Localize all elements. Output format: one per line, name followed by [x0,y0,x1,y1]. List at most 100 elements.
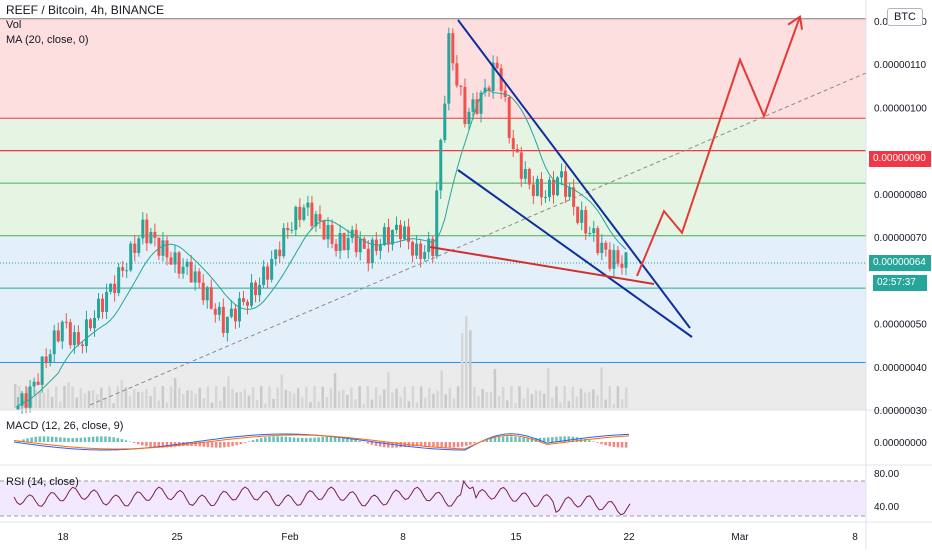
time-axis-tick: Feb [281,532,299,543]
candle-body [471,99,474,112]
price-axis-tick: 0.00000100 [874,103,927,114]
macd-histogram-bar [219,442,222,448]
candle-body [97,299,100,318]
macd-histogram-bar [293,438,296,442]
volume-bar [559,402,562,408]
macd-legend[interactable]: MACD (12, 26, close, 9) [6,420,123,432]
volume-bar [174,378,177,408]
price-axis-tick: 0.00000040 [874,363,927,374]
candle-body [564,171,567,197]
macd-histogram-bar [39,436,42,442]
macd-histogram-bar [596,442,599,443]
macd-histogram-bar [358,441,361,442]
volume-bar [268,386,271,408]
volume-bar [149,396,152,408]
macd-histogram-bar [465,442,468,446]
candle-body [604,243,607,250]
volume-bar [408,401,411,408]
volume-bar [617,386,620,408]
candle-body [423,252,426,259]
candle-body [552,180,555,195]
candle-body [61,322,64,342]
volume-bar [145,389,148,408]
candle-body [161,240,164,255]
candle-body [310,203,313,226]
volume-bar [301,397,304,408]
macd-histogram-bar [92,437,95,442]
candle-body [435,190,438,256]
volume-legend[interactable]: Vol [6,19,21,31]
candle-body [576,207,579,223]
volume-bar [231,389,234,408]
volume-bar [379,395,382,408]
macd-histogram-bar [133,442,136,443]
volume-bar [137,392,140,408]
volume-bar [502,387,505,408]
volume-bar [592,389,595,408]
volume-bar [473,387,476,408]
volume-bar [498,396,501,408]
price-axis-tick: 0.00000050 [874,320,927,331]
time-axis-tick: 18 [57,532,69,543]
volume-bar [260,386,263,408]
volume-bar [215,386,218,408]
volume-bar [121,380,124,408]
candle-body [403,227,406,240]
macd-histogram-bar [47,436,50,442]
volume-bar [342,390,345,408]
volume-bar [596,395,599,408]
candle-body [153,232,156,238]
macd-histogram-bar [436,442,439,447]
symbol-title[interactable]: REEF / Bitcoin, 4h, BINANCE [6,3,164,17]
currency-badge[interactable]: BTC [887,8,923,26]
macd-histogram-bar [547,437,550,442]
volume-bar [63,386,65,408]
candle-body [246,302,249,306]
candle-body [411,242,414,256]
candle-body [45,357,48,363]
macd-histogram-bar [59,437,62,442]
volume-bar [289,391,292,408]
macd-histogram-bar [252,440,255,442]
volume-bar [272,399,275,408]
candle-body [306,203,309,208]
macd-histogram-bar [281,437,284,442]
macd-histogram-bar [272,436,275,442]
candle-body [89,319,92,328]
macd-histogram-bar [211,442,214,447]
volume-bar [576,397,579,408]
candle-body [367,249,370,263]
volume-bar [461,333,464,408]
volume-bar [166,403,169,408]
macd-histogram-bar [223,442,226,447]
macd-histogram-bar [588,440,591,442]
macd-histogram-bar [84,437,87,442]
volume-bar [129,396,132,408]
volume-bar [182,394,185,408]
candle-body [395,225,398,230]
rsi-legend[interactable]: RSI (14, close) [6,476,79,488]
ma-legend[interactable]: MA (20, close, 0) [6,34,89,46]
volume-bar [604,400,607,408]
candle-body [77,332,80,344]
candle-body [121,267,124,270]
volume-bar [494,369,497,408]
volume-bar [551,398,554,408]
volume-bar [481,389,484,408]
macd-histogram-bar [268,437,271,442]
macd-histogram-bar [231,442,234,446]
candle-body [85,319,88,346]
candle-body [290,230,293,231]
macd-histogram-bar [330,436,333,442]
volume-bar [363,404,366,408]
candle-body [612,250,615,269]
price-axis-tick: 0.00000110 [874,60,927,71]
candle-body [512,138,515,149]
candle-body [274,250,277,259]
macd-histogram-bar [600,442,603,444]
volume-bar [420,386,423,408]
macd-histogram-bar [260,438,263,442]
macd-histogram-bar [145,442,148,446]
